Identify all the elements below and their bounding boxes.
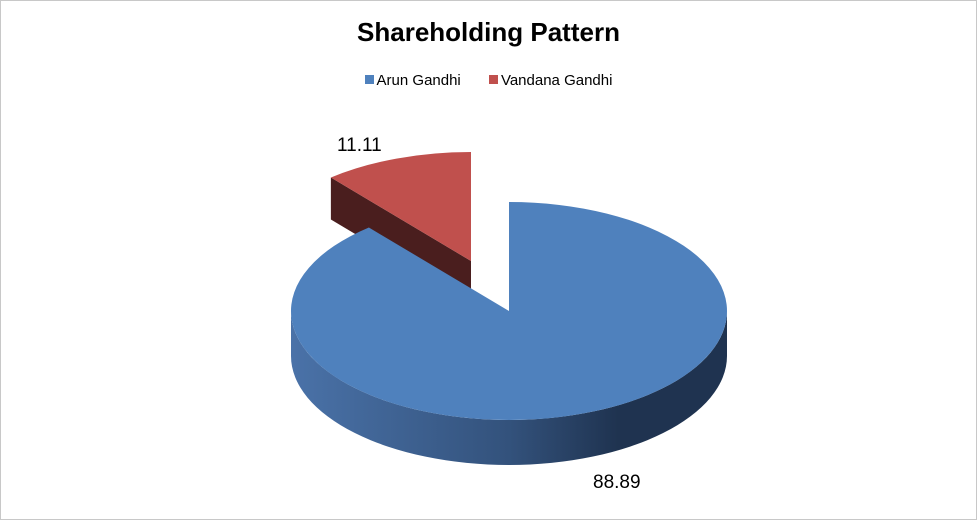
chart-title: Shareholding Pattern: [357, 17, 620, 47]
legend-label: Arun Gandhi: [376, 72, 461, 89]
legend-swatch: [364, 75, 374, 84]
pie-slice-arun: [291, 202, 727, 420]
legend: Arun Gandhi Vandana Gandhi: [1, 72, 976, 89]
legend-label: Vandana Gandhi: [500, 72, 613, 89]
legend-item-vandana: Vandana Gandhi: [488, 72, 613, 89]
pie-slice-vandana: [330, 152, 471, 261]
pie-slice-arun-side: [291, 311, 727, 465]
legend-item-arun: Arun Gandhi: [364, 72, 461, 89]
data-label-arun: 88.89: [593, 472, 641, 493]
data-label-vandana: 11.11: [337, 135, 382, 156]
legend-swatch: [488, 75, 498, 84]
